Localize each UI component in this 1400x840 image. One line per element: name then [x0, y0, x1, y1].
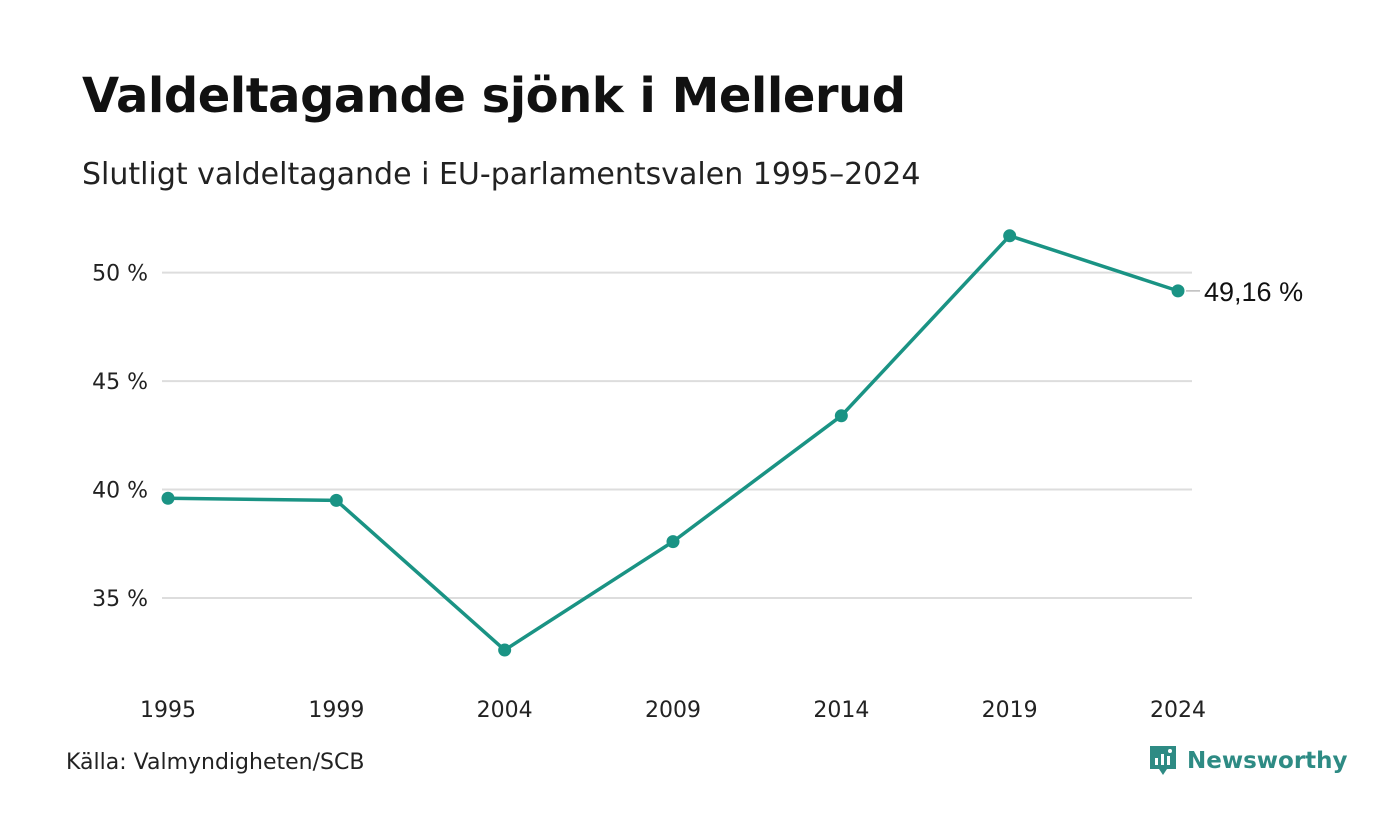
end-value-label-group: 49,16 % — [1186, 277, 1303, 307]
y-tick-label: 40 % — [92, 479, 148, 504]
y-tick-label: 45 % — [92, 370, 148, 395]
data-point — [834, 409, 848, 423]
y-axis-tick-labels: 35 % 40 % 45 % 50 % — [92, 262, 148, 612]
data-point — [1003, 229, 1017, 243]
data-point — [498, 643, 512, 657]
x-tick-label: 1999 — [308, 698, 364, 723]
data-point — [161, 491, 175, 505]
data-points — [161, 229, 1185, 657]
end-value-label: 49,16 % — [1204, 277, 1303, 307]
x-tick-label: 2024 — [1150, 698, 1206, 723]
x-tick-label: 2009 — [645, 698, 701, 723]
x-tick-label: 1995 — [140, 698, 196, 723]
data-point — [666, 535, 680, 549]
gridlines — [162, 271, 1192, 599]
brand-logo: Newsworthy — [1148, 744, 1348, 778]
chart-title: Valdeltagande sjönk i Mellerud — [82, 68, 906, 124]
brand-name: Newsworthy — [1187, 748, 1348, 774]
x-tick-label: 2014 — [813, 698, 869, 723]
y-tick-label: 50 % — [92, 262, 148, 287]
x-tick-label: 2004 — [477, 698, 533, 723]
data-point — [1171, 284, 1185, 298]
x-axis-tick-labels: 1995 1999 2004 2009 2014 2019 2024 — [140, 698, 1206, 723]
series-line-path — [166, 234, 1180, 652]
series-line — [166, 234, 1180, 652]
data-point — [329, 493, 343, 507]
x-tick-label: 2019 — [982, 698, 1038, 723]
y-tick-label: 35 % — [92, 587, 148, 612]
chart-subtitle: Slutligt valdeltagande i EU-parlamentsva… — [82, 157, 921, 192]
newsworthy-logo-icon — [1150, 746, 1176, 775]
source-note: Källa: Valmyndigheten/SCB — [66, 750, 365, 775]
